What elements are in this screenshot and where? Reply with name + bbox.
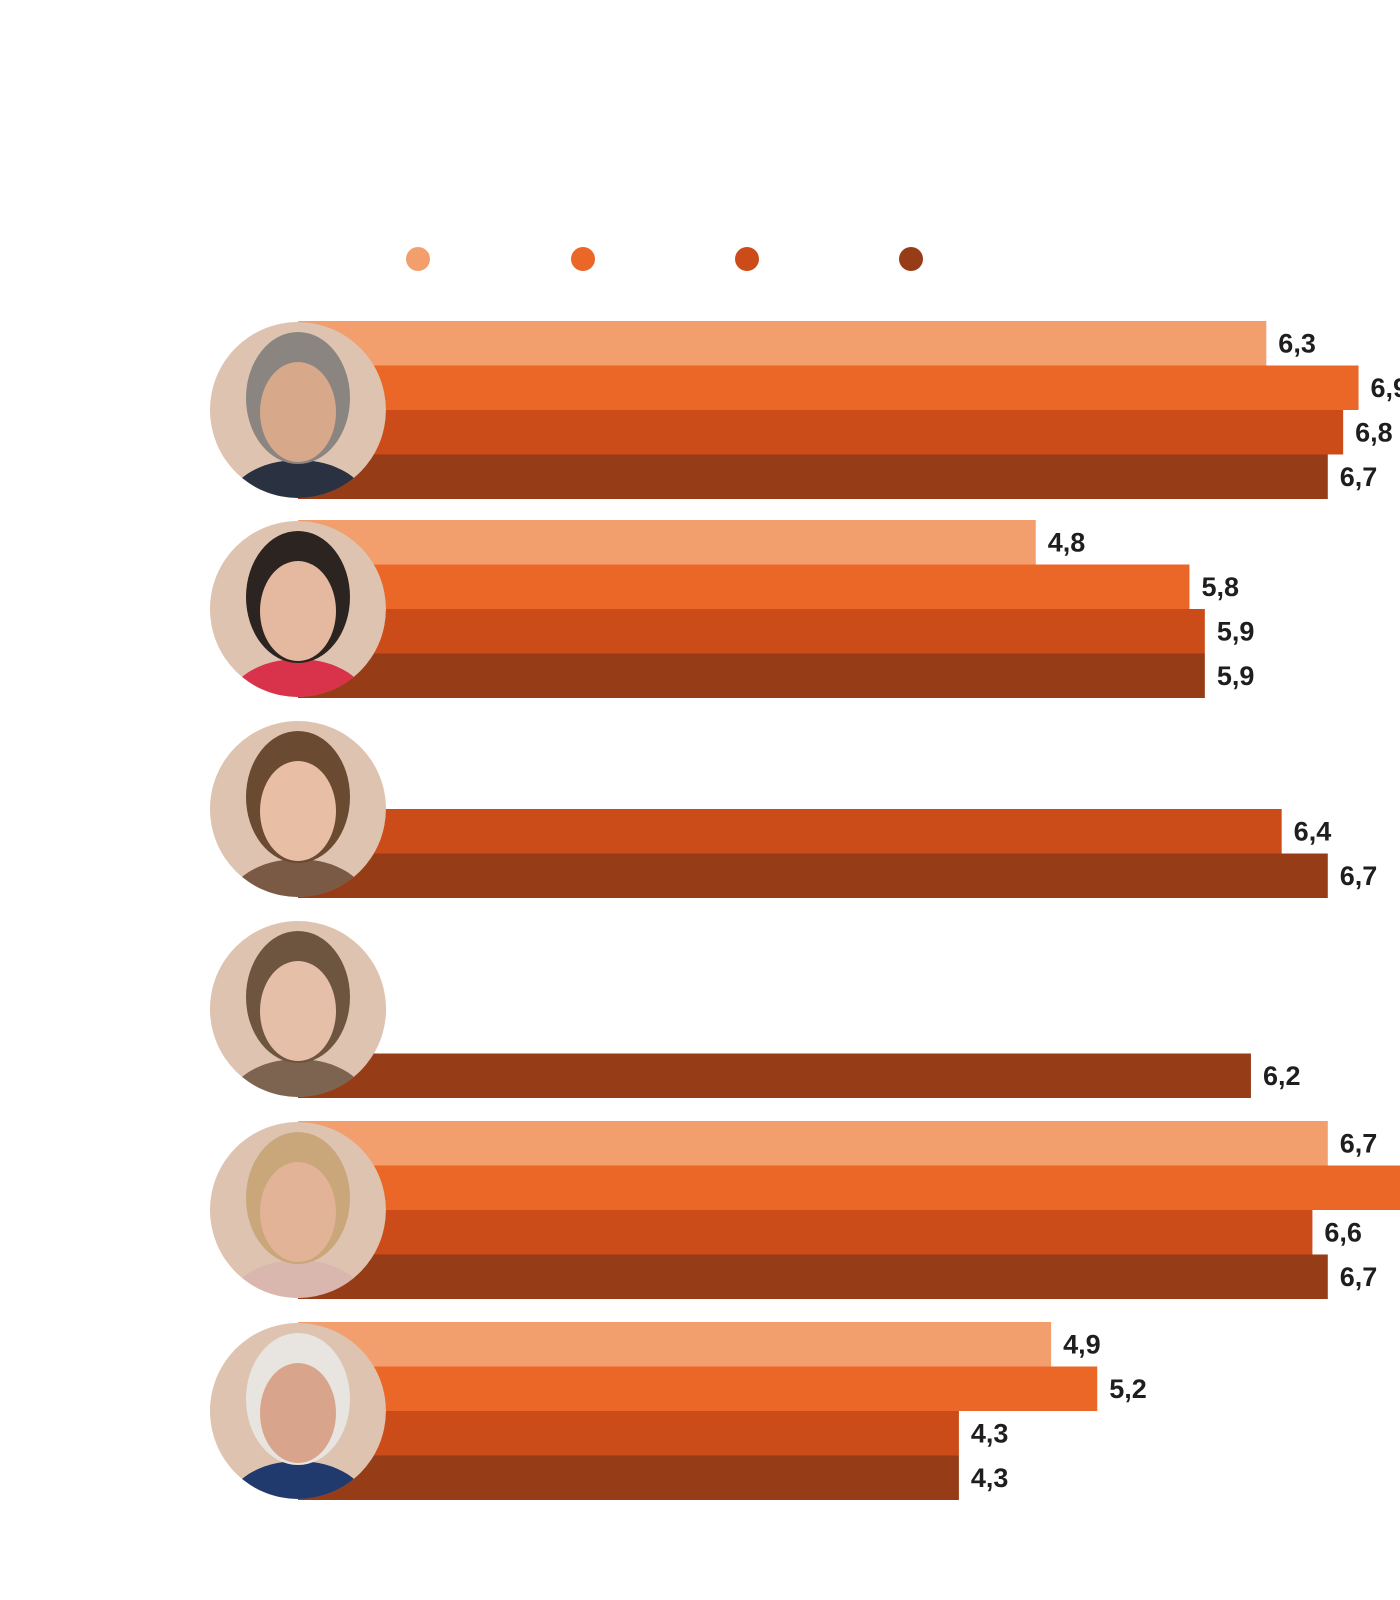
bar [298, 1053, 1251, 1098]
bar [298, 365, 1359, 410]
young-woman-brown-hair-portrait-icon [210, 721, 386, 897]
value-label: 6,8 [1355, 417, 1393, 447]
value-label: 6,7 [1340, 861, 1378, 891]
value-label: 6,7 [1340, 1128, 1378, 1158]
value-label: 4,9 [1063, 1329, 1101, 1359]
value-label: 6,6 [1324, 1217, 1362, 1247]
bar [298, 809, 1282, 854]
bar [298, 1254, 1328, 1299]
value-label: 6,7 [1340, 1262, 1378, 1292]
bar [298, 1165, 1400, 1210]
bar-group-4: 6,2 [210, 921, 1301, 1098]
value-label: 6,4 [1294, 816, 1332, 846]
bar [298, 1455, 959, 1500]
bar [298, 1210, 1313, 1255]
older-woman-blonde-hair-portrait-icon [210, 1122, 386, 1298]
value-label: 4,3 [971, 1418, 1009, 1448]
bar-group-5: 6,77,26,66,7 [210, 1121, 1400, 1299]
value-label: 6,7 [1340, 462, 1378, 492]
bar [298, 564, 1190, 609]
value-label: 6,9 [1371, 373, 1400, 403]
value-label: 4,3 [971, 1463, 1009, 1493]
bar [298, 1411, 959, 1456]
legend-dot-4 [899, 247, 923, 271]
woman-dark-hair-portrait-icon [210, 521, 386, 697]
bar [298, 1322, 1052, 1367]
value-label: 5,9 [1217, 616, 1255, 646]
older-man-white-hair-portrait-icon [210, 1323, 386, 1499]
bar [298, 609, 1205, 654]
value-label: 6,2 [1263, 1061, 1301, 1091]
bar [298, 410, 1344, 455]
bar [298, 853, 1328, 898]
legend [406, 247, 923, 271]
girl-long-hair-portrait-icon [210, 921, 386, 1097]
bar [298, 1366, 1098, 1411]
bar-group-6: 4,9 5,2 4,3 4,3 [210, 1322, 1147, 1500]
bar-group-3: 6,4 6,7 [210, 721, 1378, 898]
legend-dot-2 [571, 247, 595, 271]
value-label: 5,2 [1109, 1374, 1147, 1404]
value-label: 5,8 [1201, 572, 1239, 602]
bar [298, 454, 1328, 499]
man-gray-beard-portrait-icon [210, 322, 386, 498]
bar [298, 321, 1267, 366]
value-label: 6,3 [1278, 328, 1316, 358]
value-label: 4,8 [1048, 527, 1086, 557]
bar [298, 653, 1205, 698]
legend-dot-1 [406, 247, 430, 271]
bar-group-2: 4,8 5,8 5,9 5,9 [210, 520, 1255, 698]
legend-dot-3 [735, 247, 759, 271]
bar [298, 1121, 1328, 1166]
value-label: 5,9 [1217, 661, 1255, 691]
bar-group-1: 6,3 6,9 6,8 6,7 [210, 321, 1400, 499]
bar [298, 520, 1036, 565]
